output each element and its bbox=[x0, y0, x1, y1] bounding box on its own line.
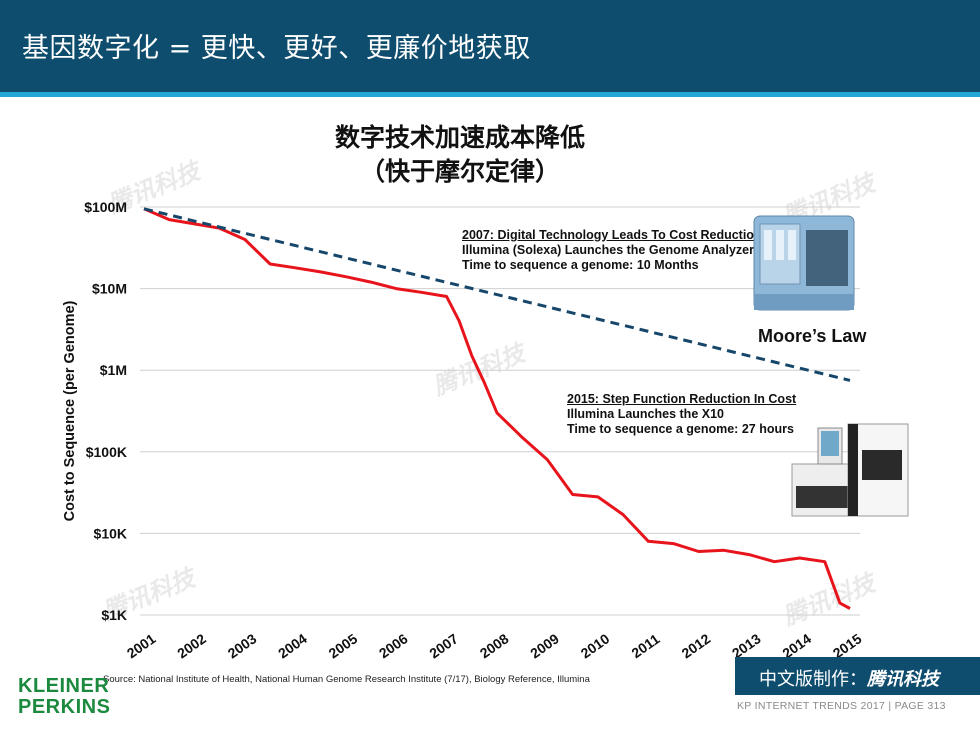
annotation-2007-line2: Time to sequence a genome: 10 Months bbox=[462, 258, 699, 272]
x-tick-label: 2003 bbox=[225, 630, 260, 661]
y-tick-label: $1K bbox=[101, 607, 127, 623]
page-title: 基因数字化 = 更快、更好、更廉价地获取 bbox=[22, 33, 531, 64]
badge-prefix: 中文版制作： bbox=[759, 669, 867, 690]
y-tick-label: $10K bbox=[94, 525, 127, 541]
annotation-2015-line1: Illumina Launches the X10 bbox=[567, 407, 724, 421]
x-tick-label: 2012 bbox=[678, 630, 713, 661]
header-bar bbox=[0, 0, 980, 92]
logo-line2: PERKINS bbox=[18, 696, 111, 718]
chart-subtitle: （快于摩尔定律） bbox=[359, 157, 560, 186]
x-tick-label: 2009 bbox=[527, 630, 562, 661]
kleiner-perkins-logo: KLEINER PERKINS bbox=[18, 676, 110, 718]
x-tick-label: 2010 bbox=[578, 630, 613, 661]
x-tick-label: 2006 bbox=[376, 630, 411, 661]
y-tick-label: $100M bbox=[84, 199, 127, 215]
x-tick-label: 2008 bbox=[477, 630, 512, 661]
x-tick-label: 2007 bbox=[426, 630, 461, 661]
x-tick-label: 2004 bbox=[275, 630, 310, 661]
translation-badge: 中文版制作：腾讯科技 bbox=[735, 657, 980, 695]
genome-analyzer-image bbox=[753, 215, 855, 311]
header-stripe bbox=[0, 92, 980, 97]
source-note: Source: National Institute of Health, Na… bbox=[103, 674, 590, 685]
annotation-2007-line1: Illumina (Solexa) Launches the Genome An… bbox=[462, 243, 754, 257]
tencent-tech-logo: 腾讯科技 bbox=[867, 669, 939, 690]
x-tick-label: 2002 bbox=[174, 630, 209, 661]
page-footer: KP INTERNET TRENDS 2017 | PAGE 313 bbox=[737, 700, 946, 712]
moores-law-line bbox=[143, 207, 851, 382]
sequencing-cost-line bbox=[143, 207, 851, 610]
y-tick-label: $10M bbox=[92, 281, 127, 297]
x-tick-label: 2005 bbox=[325, 630, 360, 661]
y-axis-label: Cost to Sequence (per Genome) bbox=[62, 300, 78, 521]
y-tick-label: $1M bbox=[100, 362, 127, 378]
y-tick-label: $100K bbox=[86, 444, 127, 460]
annotation-2015-line2: Time to sequence a genome: 27 hours bbox=[567, 422, 794, 436]
annotation-2007: 2007: Digital Technology Leads To Cost R… bbox=[462, 228, 762, 273]
badge-text: 中文版制作：腾讯科技 bbox=[759, 665, 939, 691]
annotation-2007-heading: 2007: Digital Technology Leads To Cost R… bbox=[462, 228, 762, 242]
x-tick-label: 2001 bbox=[124, 630, 159, 661]
chart-title: 数字技术加速成本降低 bbox=[334, 123, 585, 152]
annotation-2015-heading: 2015: Step Function Reduction In Cost bbox=[567, 392, 797, 406]
hiseq-x10-image bbox=[791, 423, 909, 517]
x-tick-label: 2011 bbox=[628, 631, 662, 662]
logo-line1: KLEINER bbox=[18, 675, 110, 697]
moores-law-label: Moore’s Law bbox=[758, 326, 867, 346]
annotation-2015: 2015: Step Function Reduction In Cost Il… bbox=[567, 392, 807, 437]
